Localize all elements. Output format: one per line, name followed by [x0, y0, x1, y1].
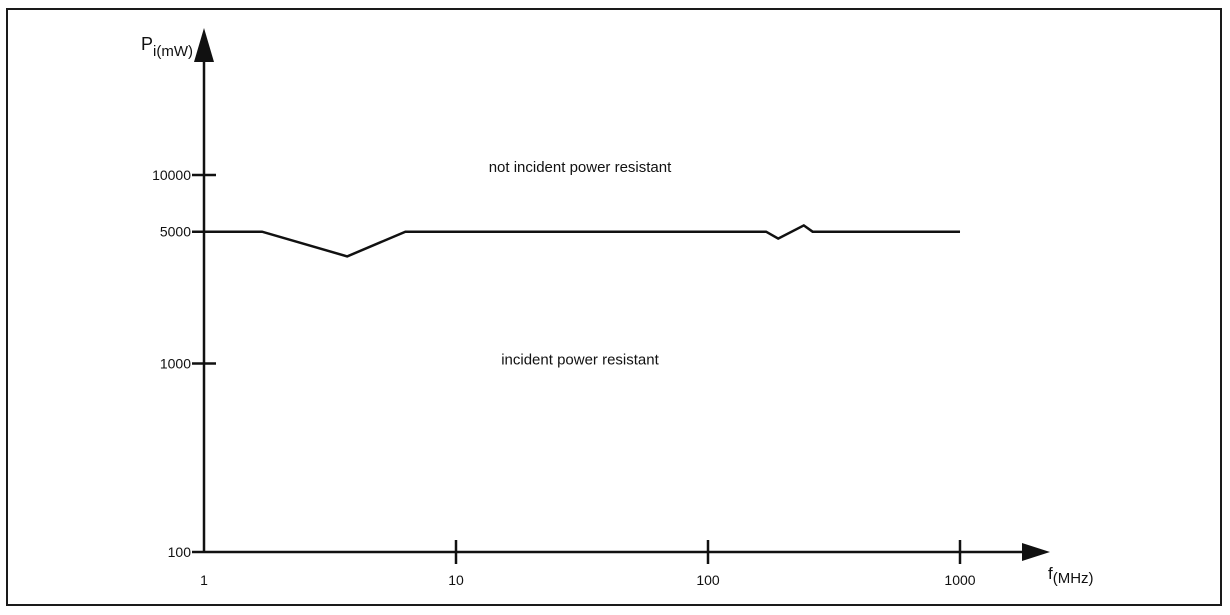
y-axis-title: Pi(mW): [141, 34, 193, 60]
labels: not incident power resistant incident pow…: [141, 34, 1094, 587]
ticks: 1 10 100 1000 100 1000 5000 10000: [152, 167, 976, 588]
y-axis-title-sub: i(mW): [153, 43, 193, 60]
x-tick-label: 1: [200, 572, 208, 588]
x-axis-title-sub: (MHz): [1053, 570, 1094, 587]
chart-frame: [6, 8, 1222, 606]
x-axis-arrow: [1022, 543, 1050, 561]
x-axis-title-main: f: [1048, 564, 1053, 583]
x-tick-label: 100: [696, 572, 720, 588]
x-tick-label: 10: [448, 572, 464, 588]
series-layer: [203, 223, 961, 258]
y-tick-label: 10000: [152, 167, 191, 183]
axes: [194, 28, 1050, 561]
y-tick-label: 100: [168, 544, 192, 560]
region-label-resistant: incident power resistant: [501, 352, 659, 369]
y-tick-label: 5000: [160, 224, 191, 240]
y-axis-arrow: [194, 28, 214, 62]
y-axis-title-main: P: [141, 34, 153, 54]
y-tick-label: 1000: [160, 356, 191, 372]
x-tick-label: 1000: [944, 572, 975, 588]
series-line: [204, 223, 960, 258]
region-label-not-resistant: not incident power resistant: [489, 159, 672, 176]
x-axis-title: f(MHz): [1048, 564, 1094, 587]
